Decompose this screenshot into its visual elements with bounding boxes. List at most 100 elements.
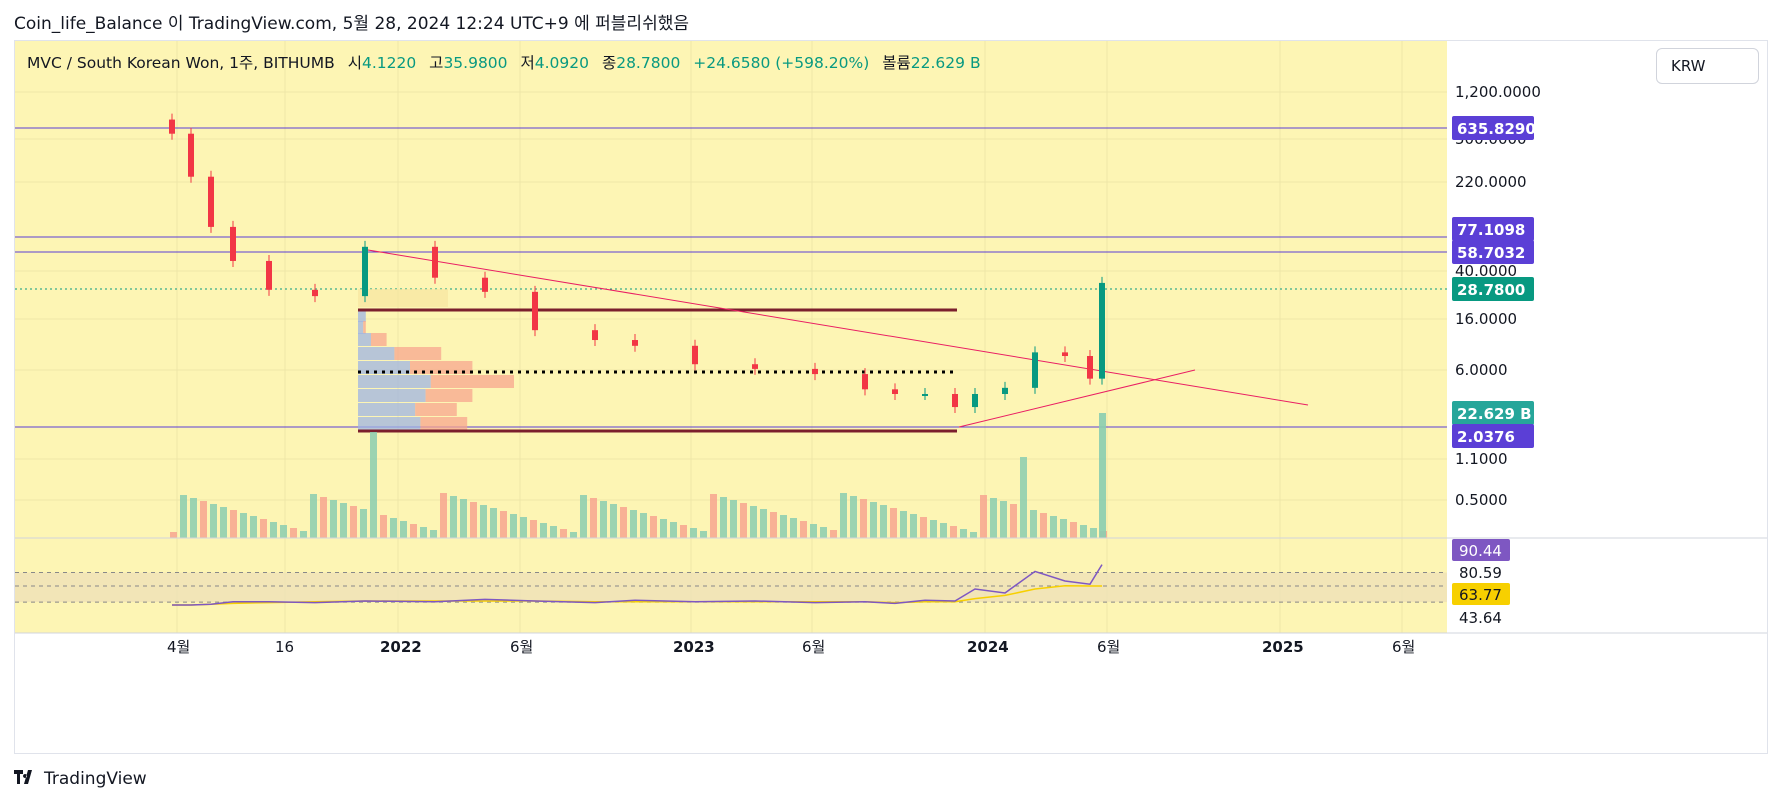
price-chart[interactable]: 1,200.0000500.0000220.000040.000016.0000… (15, 41, 1767, 753)
volume-bar (1099, 413, 1106, 538)
volume-bar (930, 520, 937, 538)
price-label: 635.8290 (1457, 120, 1536, 138)
volume-bar (350, 506, 357, 538)
volume-bar (190, 498, 197, 538)
volume-profile-bar (415, 403, 457, 416)
volume-bar (310, 494, 317, 538)
volume-profile-bar (430, 375, 514, 388)
volume-bar (740, 503, 747, 538)
candle-body (230, 226, 236, 261)
volume-bar (470, 502, 477, 538)
currency-button[interactable]: KRW (1656, 48, 1759, 84)
volume-profile-bar (358, 375, 431, 388)
volume-bar (250, 516, 257, 538)
volume-bar (220, 507, 227, 538)
volume-bar (330, 500, 337, 538)
volume-bar (600, 501, 607, 538)
volume-bar (550, 526, 557, 538)
volume-bar (490, 508, 497, 538)
price-label: 28.7800 (1457, 281, 1525, 299)
volume-bar (540, 523, 547, 538)
high-value: 35.9800 (443, 54, 508, 72)
candle-body (312, 289, 318, 297)
price-label-box (1452, 217, 1534, 241)
price-axis-tick-label: 1.1000 (1455, 450, 1508, 468)
volume-bar (230, 510, 237, 538)
volume-profile-bar (358, 347, 395, 360)
candle-body (362, 246, 368, 297)
volume-bar (650, 516, 657, 538)
symbol-name[interactable]: MVC / South Korean Won, 1주, BITHUMB (27, 54, 335, 72)
price-label-box (1452, 116, 1534, 140)
volume-bar (1040, 513, 1047, 538)
volume-bar (460, 499, 467, 538)
volume-profile-bar (358, 417, 421, 430)
price-axis-tick-label: 1,200.0000 (1455, 83, 1541, 101)
symbol-legend: MVC / South Korean Won, 1주, BITHUMB 시4.1… (27, 51, 981, 73)
rsi-label: 43.64 (1459, 609, 1502, 627)
volume-bar (610, 504, 617, 538)
volume-bar (1050, 516, 1057, 538)
time-axis-tick-label: 16 (275, 638, 294, 656)
volume-profile-bar (358, 389, 426, 402)
candle-body (208, 176, 214, 227)
price-label-box (1452, 401, 1534, 425)
volume-bar (790, 518, 797, 538)
volume-bar (830, 530, 837, 538)
price-label: 22.629 B (1457, 405, 1532, 423)
volume-profile-bar (425, 389, 473, 402)
candle-body (1032, 352, 1038, 388)
volume-bar (280, 525, 287, 538)
price-axis-tick-label: 40.0000 (1455, 262, 1517, 280)
volume-bar (1080, 525, 1087, 538)
candle-body (952, 393, 958, 408)
volume-bar (370, 432, 377, 538)
volume-bar (690, 528, 697, 538)
candle-body (592, 330, 598, 341)
volume-profile-bar (371, 333, 387, 346)
volume-bar (240, 513, 247, 538)
high-label: 고 (429, 54, 444, 72)
volume-bar (1060, 519, 1067, 538)
volume-bar (750, 506, 757, 538)
volume-bar (480, 505, 487, 538)
volume-bar (780, 515, 787, 538)
volume-bar (900, 511, 907, 538)
low-value: 4.0920 (534, 54, 589, 72)
volume-profile-bar (358, 403, 416, 416)
volume-bar (180, 495, 187, 538)
volume-bar (850, 496, 857, 538)
candle-body (1099, 282, 1105, 379)
rsi-label: 80.59 (1459, 564, 1502, 582)
volume-bar (870, 502, 877, 538)
time-axis-tick-label: 2024 (967, 638, 1009, 656)
volume-bar (760, 509, 767, 538)
volume-bar (910, 514, 917, 538)
price-label-box (1452, 424, 1534, 448)
volume-bar (950, 526, 957, 538)
price-label-box (1452, 240, 1534, 264)
price-axis-tick-label: 16.0000 (1455, 310, 1517, 328)
candle-body (1062, 352, 1068, 357)
chart-frame: 1,200.0000500.0000220.000040.000016.0000… (14, 40, 1768, 754)
volume-bar (960, 529, 967, 538)
volume-profile-bar (420, 417, 468, 430)
price-axis-tick-label: 220.0000 (1455, 173, 1527, 191)
price-label: 58.7032 (1457, 244, 1525, 262)
rsi-line (172, 564, 1103, 606)
volume-bar (400, 521, 407, 538)
rsi-label-box (1452, 561, 1510, 583)
volume-profile-bar (358, 361, 410, 374)
tradingview-logo[interactable]: TradingView (14, 768, 147, 789)
candle-body (188, 133, 194, 177)
price-axis-tick-label: 6.0000 (1455, 361, 1508, 379)
rsi-label: 90.44 (1459, 542, 1502, 560)
candle-body (266, 260, 272, 290)
change-value: +24.6580 (+598.20%) (693, 54, 870, 72)
volume-label: 볼륨 (882, 54, 911, 72)
volume-bar (920, 517, 927, 538)
close-value: 28.7800 (616, 54, 681, 72)
candle-body (169, 119, 175, 134)
volume-bar (390, 518, 397, 538)
volume-bar (1020, 457, 1027, 538)
